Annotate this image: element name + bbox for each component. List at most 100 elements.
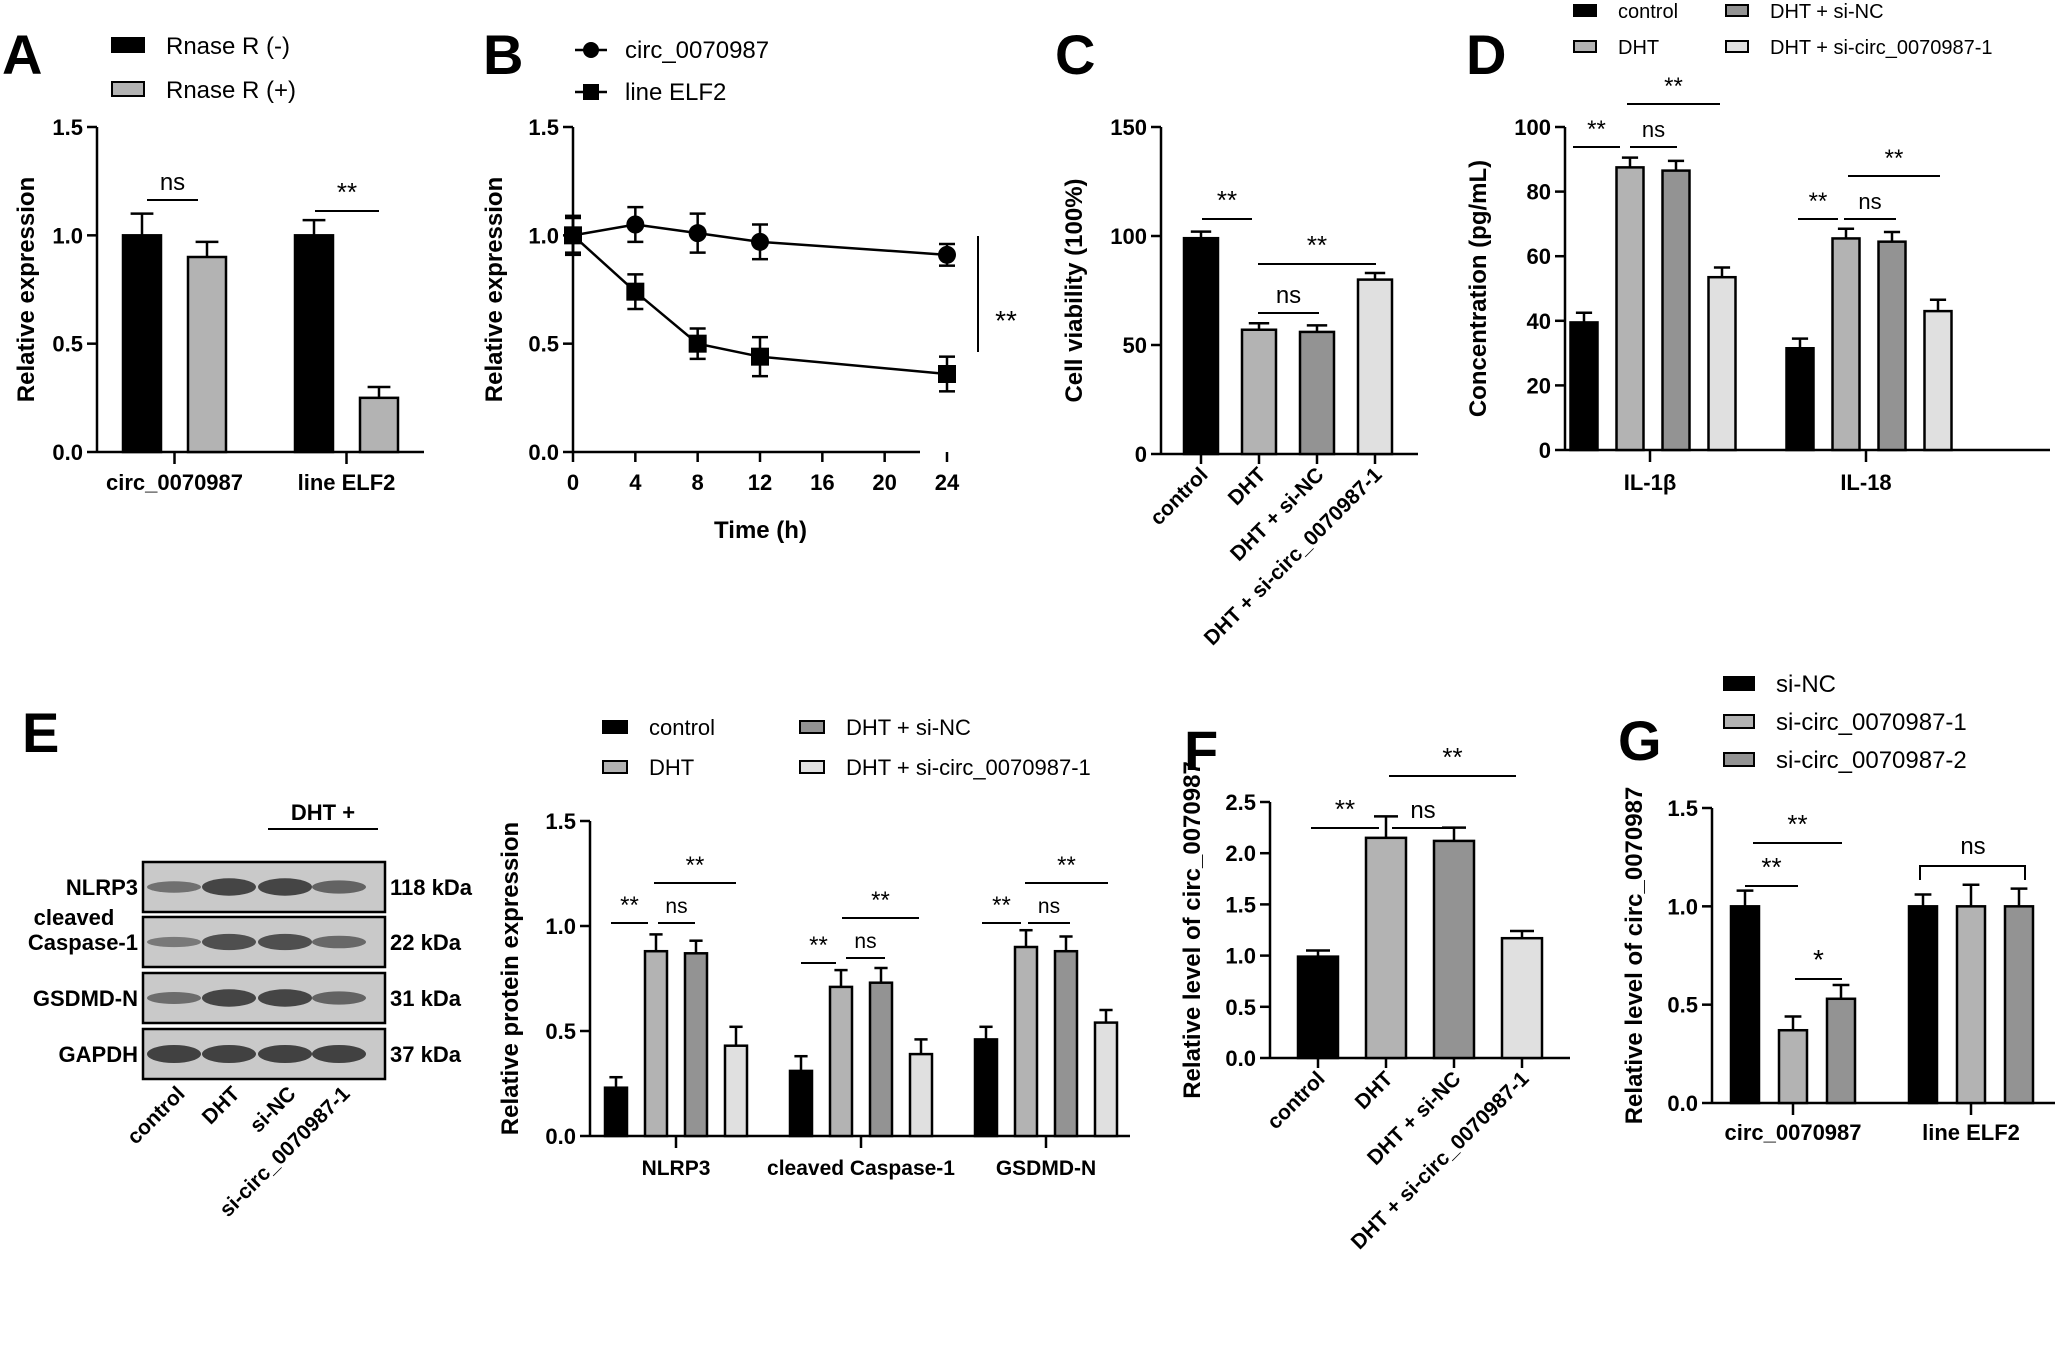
legend-label: line ELF2 [625,79,726,106]
bar [1569,321,1599,452]
bar [908,1052,934,1138]
y-tick-label: 40 [1527,309,1551,334]
x-tick-label: cleaved Caspase-1 [767,1157,955,1180]
blot-kda-label: 37 kDa [390,1042,462,1067]
significance-label: ns [1960,833,1985,860]
x-tick-label: line ELF2 [298,470,396,495]
legend-swatch [799,760,825,774]
x-tick-label: DHT [1224,463,1271,510]
legend-swatch [602,760,628,774]
data-point-circle [626,215,645,234]
legend-marker-square [583,84,599,100]
legend-swatch [1573,40,1597,53]
protein-band [312,935,366,949]
bar [1729,905,1761,1105]
y-tick-label: 1.0 [528,223,559,248]
x-tick-label: IL-18 [1840,470,1891,495]
y-tick-label: 50 [1123,333,1147,358]
legend-label: Rnase R (+) [166,77,296,104]
significance-label: ** [1057,852,1076,879]
y-tick-label: 0.5 [528,332,559,357]
protein-band [202,933,256,951]
data-point-square [626,282,645,301]
chart-a: Rnase R (-) Rnase R (+) 0.0 0.5 1.0 1.5 Relati… [13,33,424,495]
y-axis-label: Relative level of circ_0070987 [1621,787,1648,1125]
blot-lane-label: control [123,1082,190,1149]
y-tick-label: 100 [1514,115,1551,140]
bar [1877,240,1907,452]
y-axis-label: Relative expression [13,177,40,402]
bar [1356,278,1394,456]
bar [603,1086,629,1138]
x-tick-label: circ_0070987 [106,470,243,495]
chart-e: control DHT DHT + si-NC DHT + si-circ_00709… [497,715,1130,1180]
bar [868,981,894,1138]
bar [1013,945,1039,1138]
y-tick-label: 0.5 [545,1019,576,1044]
data-point-circle [688,224,707,243]
significance-label: ns [1858,189,1881,214]
bar [1053,949,1079,1138]
blot-kda-label: 118 kDa [390,875,473,900]
significance-label: ** [995,305,1017,336]
y-tick-label: 1.0 [1667,894,1698,919]
legend-label: DHT + si-circ_0070987-1 [1770,37,1993,59]
y-tick-label: 1.5 [545,809,576,834]
protein-band [147,936,201,948]
protein-band [202,989,256,1007]
significance-label: ** [337,177,357,207]
protein-band [147,1045,201,1063]
bar [1955,905,1987,1105]
data-point-circle [938,245,956,264]
y-tick-label: 1.0 [1225,944,1256,969]
significance-label: ns [1276,282,1301,309]
legend-label: DHT [1618,37,1659,59]
protein-band [147,881,201,893]
y-tick-label: 150 [1110,115,1147,140]
y-tick-label: 0.5 [1225,995,1256,1020]
chart-g: si-NC si-circ_0070987-1 si-circ_0070987-2 0… [1621,671,2055,1145]
bar [788,1069,814,1138]
y-tick-label: 0 [1539,438,1551,463]
x-tick-label: 12 [748,470,772,495]
protein-band [202,1045,256,1063]
y-tick-label: 0.0 [1225,1046,1256,1071]
significance-label: ** [1587,116,1606,143]
bar [1923,309,1953,452]
y-tick-label: 1.5 [52,115,83,140]
bar [1296,955,1340,1060]
legend-label: Rnase R (-) [166,33,290,60]
data-point-square [938,365,956,383]
x-tick-label: control [1146,463,1213,530]
blot-lane-label: DHT [198,1082,245,1129]
y-axis-label: Relative protein expression [497,822,524,1135]
protein-band [202,878,256,896]
y-tick-label: 2.5 [1225,790,1256,815]
x-tick-label: GSDMD-N [996,1157,1096,1180]
x-tick-label: 0 [567,470,579,495]
significance-label: ** [1664,73,1683,100]
protein-band [258,989,312,1007]
y-tick-label: 80 [1527,180,1551,205]
protein-band [312,991,366,1005]
significance-label: ns [1038,895,1060,918]
legend-swatch [1723,752,1755,767]
bar [643,949,669,1138]
legend-swatch [1725,4,1749,17]
protein-band [312,880,366,894]
y-axis-label: Relative level of circ_0070987 [1179,761,1206,1099]
bar [723,1044,749,1138]
panel-label-d: D [1466,23,1506,86]
protein-band [258,878,312,896]
legend-label: DHT + si-NC [846,715,971,740]
panel-label-g: G [1618,709,1662,772]
panel-label-b: B [483,23,523,86]
bar [1825,997,1857,1105]
bar [1777,1028,1809,1105]
x-tick-label: 20 [872,470,896,495]
legend-label: si-NC [1776,671,1836,698]
x-tick-label: 8 [692,470,704,495]
bar [1432,839,1476,1060]
